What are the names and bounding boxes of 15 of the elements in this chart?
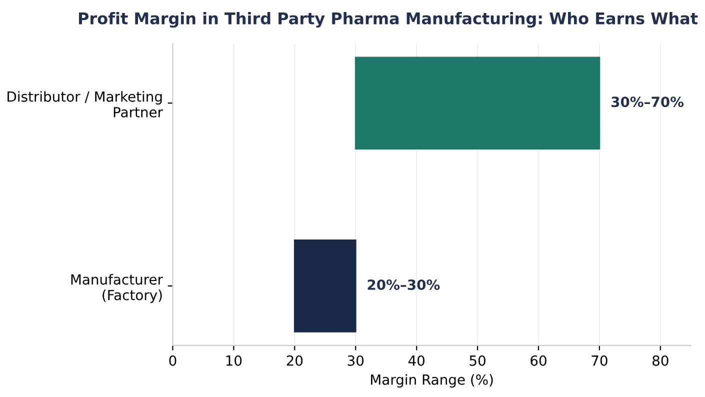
x-tick-label: 0 xyxy=(169,355,176,366)
x-tick-label: 80 xyxy=(652,355,668,366)
x-axis-title: Margin Range (%) xyxy=(371,374,493,388)
x-tick-label: 50 xyxy=(470,355,486,366)
x-tick-label: 20 xyxy=(286,355,303,366)
x-tick-label: 70 xyxy=(592,355,608,366)
annotation: 20%–30% xyxy=(368,279,440,290)
chart-title: Profit Margin in Third Party Pharma Manufacturing: Who Earns What xyxy=(78,12,698,28)
annotation: 30%–70% xyxy=(611,96,684,108)
y-tick-label: Manufacturer (Factory) xyxy=(71,274,164,303)
x-tick-label: 10 xyxy=(226,355,242,366)
x-tick-label: 30 xyxy=(348,355,364,366)
x-tick-label: 60 xyxy=(530,355,546,366)
y-tick-label: Distributor / Marketing Partner xyxy=(8,91,164,118)
x-tick-label: 40 xyxy=(408,355,424,366)
